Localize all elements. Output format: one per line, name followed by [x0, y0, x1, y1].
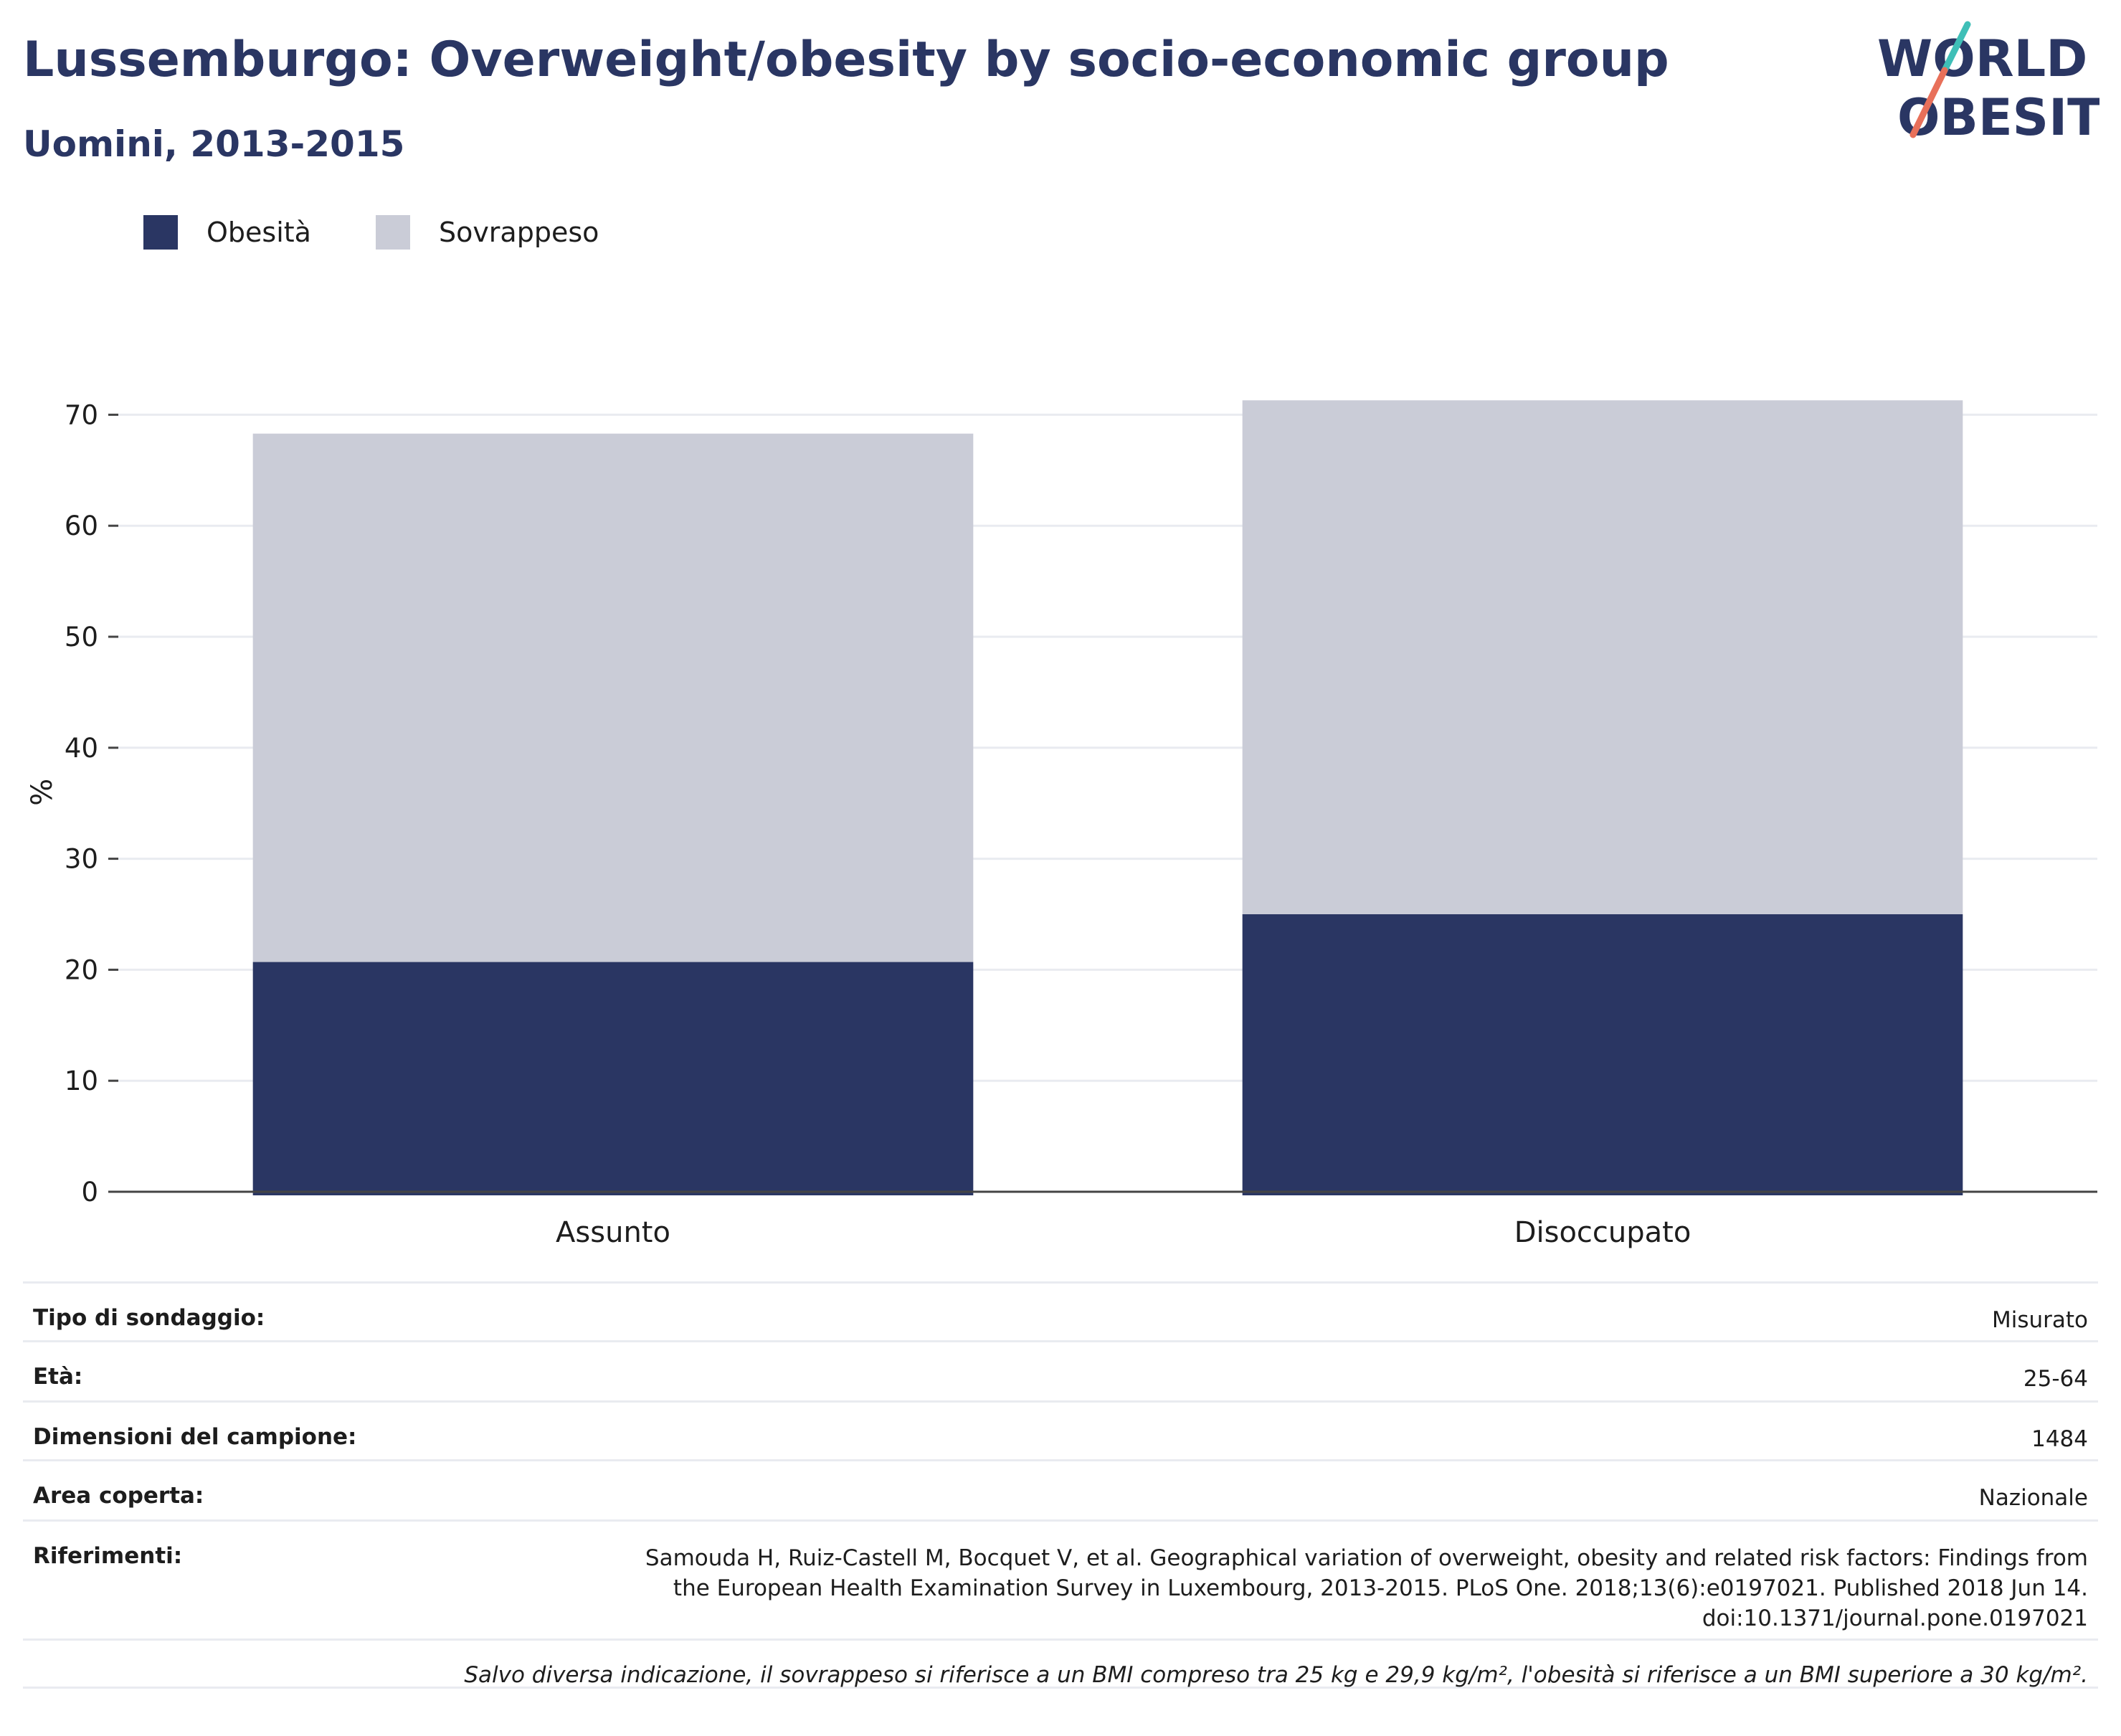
- info-value: Misurato: [1991, 1307, 2088, 1333]
- info-label: Area coperta:: [33, 1483, 204, 1509]
- x-tick-label: Disoccupato: [1514, 1216, 1691, 1249]
- info-row-references: Riferimenti: Samouda H, Ruiz-Castell M, …: [23, 1519, 2098, 1638]
- legend-swatch-sovrappeso: [375, 215, 410, 250]
- logo-slash-coral: [1909, 67, 1948, 138]
- info-label: Dimensioni del campione:: [33, 1424, 357, 1450]
- info-label: Riferimenti:: [33, 1543, 183, 1569]
- logo-slash-teal: [1941, 21, 1971, 74]
- info-value: Nazionale: [1978, 1485, 2088, 1511]
- logo-word-world: WORLD: [1877, 29, 2087, 88]
- info-row-area: Area coperta: Nazionale: [23, 1459, 2098, 1519]
- y-tick-label: 70: [65, 399, 98, 430]
- legend-item-sovrappeso: Sovrappeso: [375, 215, 599, 250]
- y-axis-label: %: [26, 779, 59, 806]
- y-tick-label: 10: [65, 1066, 98, 1096]
- info-row-note: Salvo diversa indicazione, il sovrappeso…: [23, 1638, 2098, 1689]
- y-tick-label: 60: [65, 511, 98, 541]
- info-label: Tipo di sondaggio:: [33, 1305, 265, 1331]
- legend-swatch-obesita: [143, 215, 178, 250]
- world-obesity-logo: WORLD OBESITY: [1877, 21, 2099, 147]
- legend-label-sovrappeso: Sovrappeso: [438, 217, 599, 248]
- y-tick-label: 40: [65, 733, 98, 764]
- info-row-age: Età: 25-64: [23, 1340, 2098, 1400]
- bar-obesita-disoccupato: [1242, 914, 1963, 1195]
- info-value: 25-64: [2023, 1366, 2088, 1392]
- bar-sovrappeso-assunto: [252, 433, 974, 962]
- chart-subtitle: Uomini, 2013-2015: [23, 123, 405, 165]
- info-row-survey-type: Tipo di sondaggio: Misurato: [23, 1281, 2098, 1340]
- info-value-reference: Samouda H, Ruiz-Castell M, Bocquet V, et…: [645, 1545, 2088, 1631]
- legend-item-obesita: Obesità: [143, 215, 311, 250]
- y-tick-label: 30: [65, 844, 98, 875]
- info-value: 1484: [2031, 1426, 2088, 1452]
- info-row-sample-size: Dimensioni del campione: 1484: [23, 1400, 2098, 1459]
- bar-obesita-assunto: [252, 962, 974, 1195]
- survey-info-table: Tipo di sondaggio: Misurato Età: 25-64 D…: [23, 1281, 2098, 1689]
- legend: Obesità Sovrappeso: [143, 215, 663, 250]
- logo-word-obesity: OBESITY: [1897, 88, 2099, 147]
- y-tick-label: 20: [65, 954, 98, 985]
- bmi-definition-note: Salvo diversa indicazione, il sovrappeso…: [464, 1662, 2088, 1688]
- info-label: Età:: [33, 1364, 83, 1390]
- y-tick-label: 0: [81, 1177, 98, 1208]
- stacked-bar-chart: 0 10 20 30 40 50 60 70% Assunto Disoccupato: [26, 399, 2097, 1249]
- y-tick-label: 50: [65, 622, 98, 653]
- x-tick-label: Assunto: [556, 1216, 670, 1249]
- chart-title: Lussemburgo: Overweight/obesity by socio…: [23, 32, 1669, 88]
- bar-sovrappeso-disoccupato: [1242, 400, 1963, 914]
- legend-label-obesita: Obesità: [207, 217, 311, 248]
